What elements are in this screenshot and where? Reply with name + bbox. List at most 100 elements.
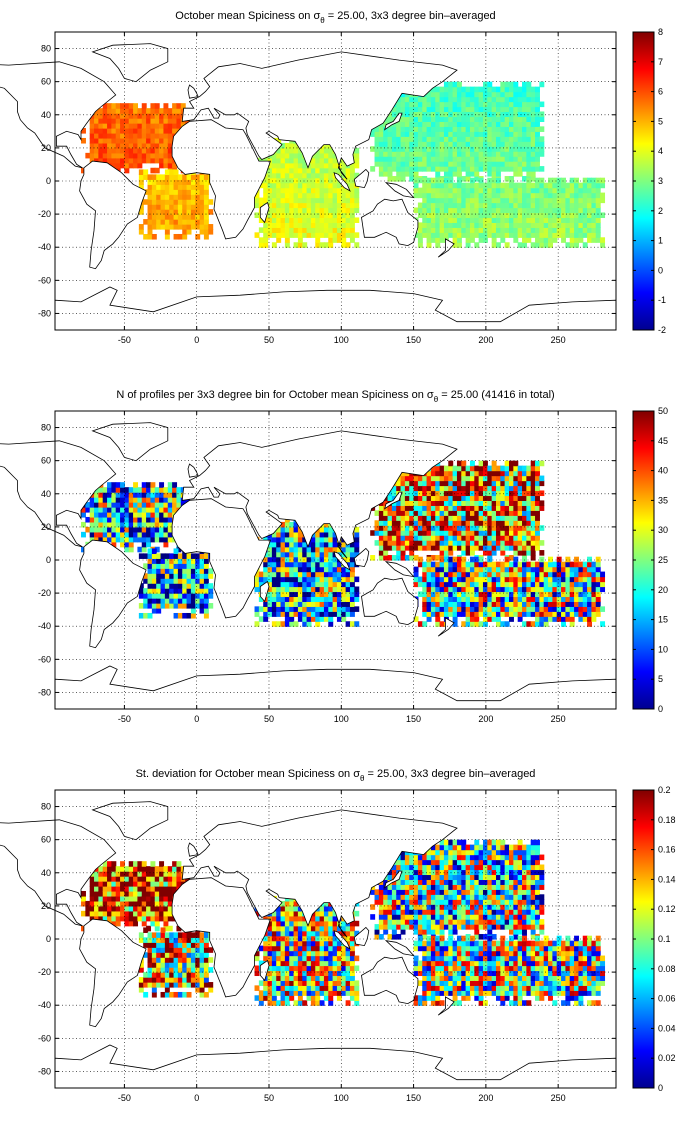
data-cell	[164, 214, 170, 220]
data-cell	[548, 596, 553, 602]
data-cell	[297, 536, 303, 543]
data-cell	[474, 561, 480, 568]
data-cell	[435, 500, 441, 506]
data-cell	[137, 895, 143, 902]
data-cell	[293, 142, 299, 149]
data-cell	[310, 177, 316, 184]
data-cell	[452, 192, 458, 199]
data-cell	[487, 571, 493, 578]
data-cell	[543, 207, 549, 214]
data-cell	[478, 207, 484, 214]
data-cell	[413, 207, 419, 214]
data-cell	[141, 142, 147, 149]
data-cell	[167, 881, 173, 887]
data-cell	[167, 925, 173, 932]
data-cell	[310, 546, 316, 553]
data-cell	[146, 905, 152, 912]
data-cell	[504, 480, 510, 487]
data-cell	[349, 591, 355, 598]
data-cell	[509, 460, 514, 467]
data-cell	[163, 541, 169, 548]
data-cell	[482, 540, 488, 546]
data-cell	[456, 515, 462, 521]
data-cell	[111, 886, 117, 892]
data-cell	[271, 197, 277, 204]
data-cell	[341, 591, 347, 598]
data-cell	[587, 187, 593, 194]
data-cell	[267, 536, 273, 543]
data-cell	[208, 224, 214, 230]
data-cell	[133, 511, 139, 518]
data-cell	[391, 111, 397, 118]
data-cell	[478, 540, 484, 546]
data-cell	[383, 535, 389, 541]
data-cell	[548, 591, 553, 598]
data-cell	[461, 561, 467, 568]
data-cell	[535, 101, 540, 108]
data-cell	[154, 108, 160, 114]
data-cell	[522, 490, 527, 497]
data-cell	[426, 111, 432, 118]
data-cell	[195, 583, 201, 589]
data-cell	[517, 495, 523, 501]
data-cell	[297, 172, 303, 179]
data-cell	[435, 166, 441, 172]
data-cell	[271, 202, 277, 209]
data-cell	[150, 132, 156, 139]
data-cell	[569, 242, 575, 248]
data-cell	[569, 222, 575, 228]
data-cell	[169, 224, 175, 230]
data-cell	[396, 530, 402, 536]
data-cell	[513, 490, 519, 497]
data-cell	[133, 881, 139, 887]
data-cell	[151, 563, 157, 569]
data-cell	[391, 131, 397, 137]
data-cell	[146, 536, 152, 543]
data-cell	[349, 586, 355, 593]
data-cell	[137, 881, 143, 887]
data-cell	[102, 157, 108, 164]
data-cell	[413, 111, 419, 118]
data-cell	[574, 197, 580, 204]
data-cell	[474, 116, 480, 122]
data-cell	[482, 535, 488, 541]
data-cell	[169, 603, 175, 609]
data-cell	[491, 101, 497, 108]
data-cell	[535, 86, 540, 93]
data-cell	[465, 227, 471, 233]
data-cell	[522, 166, 527, 172]
data-cell	[587, 202, 593, 209]
data-cell	[413, 171, 419, 177]
data-cell	[81, 137, 86, 144]
data-cell	[280, 202, 286, 209]
data-cell	[302, 232, 308, 238]
data-cell	[146, 890, 152, 897]
data-cell	[146, 871, 152, 877]
data-cell	[474, 581, 480, 588]
data-cell	[465, 505, 471, 511]
data-cell	[177, 573, 183, 579]
data-cell	[487, 601, 493, 607]
data-cell	[276, 611, 282, 617]
data-cell	[426, 510, 432, 516]
y-tick-label: 60	[41, 456, 51, 466]
data-cell	[199, 179, 205, 185]
data-cell	[569, 591, 575, 598]
data-cell	[509, 470, 514, 477]
data-cell	[582, 596, 588, 602]
data-cell	[143, 563, 149, 569]
data-cell	[141, 531, 147, 538]
panel-1: October mean Spiciness on σθ = 25.00, 3x…	[0, 10, 666, 345]
data-cell	[199, 224, 205, 230]
data-cell	[565, 197, 571, 204]
data-cell	[267, 556, 273, 563]
data-cell	[517, 86, 523, 93]
data-cell	[504, 106, 510, 113]
data-cell	[469, 540, 475, 546]
data-cell	[120, 910, 126, 917]
data-cell	[159, 492, 165, 498]
data-cell	[461, 86, 467, 93]
data-cell	[271, 621, 277, 627]
data-cell	[430, 151, 436, 157]
data-cell	[591, 571, 597, 578]
